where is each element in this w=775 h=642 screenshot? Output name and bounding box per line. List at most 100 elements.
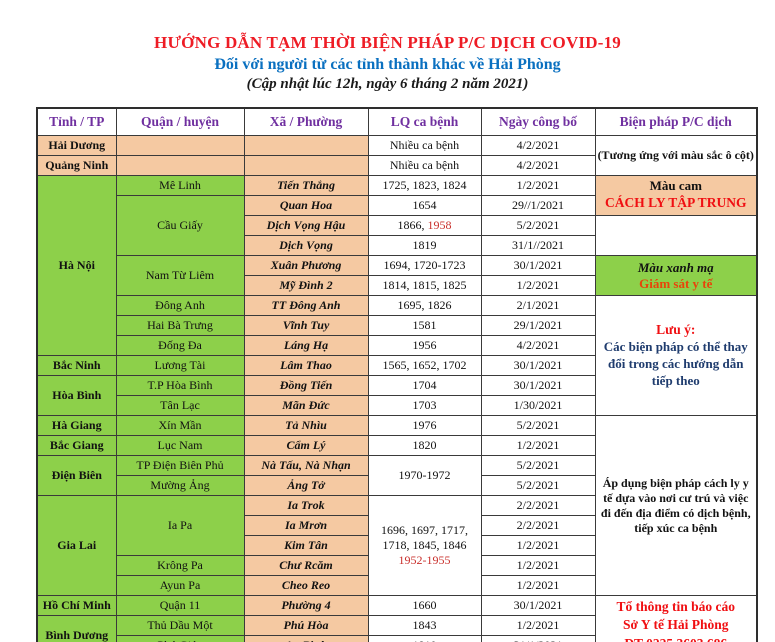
col-header-date: Ngày công bố xyxy=(480,107,596,136)
date-cell: 2/2/2021 xyxy=(480,515,596,536)
date-cell: 1/2/2021 xyxy=(480,555,596,576)
commune-cell: Chư Rcăm xyxy=(243,555,369,576)
cases-cell: 1819 xyxy=(367,235,482,256)
commune-cell-empty xyxy=(243,155,369,176)
date-cell: 4/2/2021 xyxy=(480,135,596,156)
district-cell: Tân Lạc xyxy=(115,395,245,416)
table-row: Mỹ Đình 2 1814, 1815, 1825 1/2/2021 xyxy=(37,275,757,296)
page-title: HƯỚNG DẪN TẠM THỜI BIỆN PHÁP P/C DỊCH CO… xyxy=(154,33,621,52)
cases-cell: 1866, 1958 xyxy=(367,215,482,236)
cases-cell: 1704 xyxy=(367,375,482,396)
commune-cell: Đồng Tiến xyxy=(243,375,369,396)
district-cell: Ia Pa xyxy=(115,495,245,556)
province-cell: Gia Lai xyxy=(36,495,117,596)
header-row: Tỉnh / TP Quận / huyện Xã / Phường LQ ca… xyxy=(36,107,758,136)
cases-cell: Nhiều ca bệnh xyxy=(367,155,482,176)
date-cell: 29//1/2021 xyxy=(480,195,596,216)
table-row: Hà Giang Xín Mần Tả Nhìu 1976 5/2/2021 Á… xyxy=(36,415,758,596)
commune-cell: Quan Hoa xyxy=(243,195,369,216)
measure-cell-green: Màu xanh mạ Giám sát y tế xyxy=(594,255,758,296)
commune-cell: Nà Tấu, Nà Nhạn xyxy=(243,455,369,476)
date-cell: 5/2/2021 xyxy=(480,475,596,496)
table-row: Hồ Chí Minh Quận 11 Phường 4 1660 30/1/2… xyxy=(36,595,758,642)
district-cell-empty xyxy=(115,135,245,156)
district-cell: Đống Đa xyxy=(115,335,245,356)
cases-cell: 1703 xyxy=(367,395,482,416)
cases-cell: 1810 xyxy=(367,635,482,642)
cases-cell: 1565, 1652, 1702 xyxy=(367,355,482,376)
date-cell: 2/1/2021 xyxy=(480,295,596,316)
province-cell: Hồ Chí Minh xyxy=(36,595,117,616)
table-row: Phú Giáo An Bình 1810 31/1/2021 xyxy=(37,635,757,642)
commune-cell: Mãn Đức xyxy=(243,395,369,416)
note-body: Các biện pháp có thể thay đổi trong các … xyxy=(603,339,748,389)
table-row: Kim Tân 1/2/2021 xyxy=(37,535,757,556)
date-cell: 1/2/2021 xyxy=(480,615,596,636)
district-cell: Krông Pa xyxy=(115,555,245,576)
date-cell: 30/1/2021 xyxy=(480,255,596,276)
col-header-cases: LQ ca bệnh xyxy=(367,107,482,136)
district-cell: Phú Giáo xyxy=(115,635,245,642)
cases-cell: 1725, 1823, 1824 xyxy=(367,175,482,196)
table-row: Đông Anh TT Đông Anh 1695, 1826 2/1/2021… xyxy=(37,295,758,416)
district-cell: Xín Mần xyxy=(115,415,245,436)
table-row: Nam Từ Liêm Xuân Phương 1694, 1720-1723 … xyxy=(37,255,758,296)
col-header-province: Tỉnh / TP xyxy=(36,107,117,136)
province-cell: Bình Dương xyxy=(36,615,117,642)
district-cell: Mường Ảng xyxy=(115,475,245,496)
col-header-district: Quận / huyện xyxy=(115,107,245,136)
cases-cell: 1814, 1815, 1825 xyxy=(367,275,482,296)
district-cell: TP Điện Biên Phủ xyxy=(115,455,245,476)
district-cell: Hai Bà Trưng xyxy=(115,315,245,336)
cases-black: 1696, 1697, 1717, 1718, 1845, 1846 xyxy=(381,523,468,552)
date-cell: 31/1/2021 xyxy=(480,635,596,642)
cases-cell: 1956 xyxy=(367,335,482,356)
table-row: Dịch Vọng 1819 31/1//2021 xyxy=(37,235,757,256)
col-header-measure: Biện pháp P/C dịch xyxy=(594,107,758,136)
note-title: Lưu ý: xyxy=(656,322,696,338)
date-cell: 5/2/2021 xyxy=(480,215,596,236)
date-cell: 30/1/2021 xyxy=(480,375,596,396)
province-cell: Hòa Bình xyxy=(36,375,117,416)
covid-guidance-table: Tỉnh / TP Quận / huyện Xã / Phường LQ ca… xyxy=(36,107,758,642)
district-cell: Lương Tài xyxy=(115,355,245,376)
district-cell: Ayun Pa xyxy=(115,575,245,596)
measure-cell-corresponding: (Tương ứng với màu sắc ô cột) xyxy=(594,135,758,176)
measure-cell-orange: Màu cam CÁCH LY TẬP TRUNG xyxy=(594,175,758,216)
update-timestamp: (Cập nhật lúc 12h, ngày 6 tháng 2 năm 20… xyxy=(246,76,529,92)
commune-cell: Lâm Thao xyxy=(243,355,369,376)
cases-cell: 1820 xyxy=(367,435,482,456)
date-cell: 31/1//2021 xyxy=(480,235,596,256)
table-row: Ayun Pa Cheo Reo 1/2/2021 xyxy=(37,575,757,596)
col-header-commune: Xã / Phường xyxy=(243,107,369,136)
commune-cell: Ia Mrơn xyxy=(243,515,369,536)
commune-cell: TT Đông Anh xyxy=(243,295,369,316)
title-block: HƯỚNG DẪN TẠM THỜI BIỆN PHÁP P/C DỊCH CO… xyxy=(0,0,775,93)
cases-cell: 1660 xyxy=(367,595,482,616)
cases-cell: Nhiều ca bệnh xyxy=(367,135,482,156)
commune-cell: Phường 4 xyxy=(243,595,369,616)
province-cell: Bắc Giang xyxy=(36,435,117,456)
commune-cell: Cẩm Lý xyxy=(243,435,369,456)
date-cell: 5/2/2021 xyxy=(480,455,596,476)
cases-cell: 1694, 1720-1723 xyxy=(367,255,482,276)
table-row: Dịch Vọng Hậu 1866, 1958 5/2/2021 xyxy=(37,215,758,256)
table-row: Krông Pa Chư Rcăm 1/2/2021 xyxy=(37,555,757,576)
cases-cell: 1843 xyxy=(367,615,482,636)
date-cell: 1/2/2021 xyxy=(480,175,596,196)
commune-cell: Ảng Tở xyxy=(243,475,369,496)
commune-cell: Ia Trok xyxy=(243,495,369,516)
date-cell: 30/1/2021 xyxy=(480,595,596,616)
measure-orange-action: CÁCH LY TẬP TRUNG xyxy=(605,195,747,211)
district-cell: Nam Từ Liêm xyxy=(115,255,245,296)
district-cell: T.P Hòa Bình xyxy=(115,375,245,396)
cases-cell: 1970-1972 xyxy=(367,455,482,496)
commune-cell: Phú Hòa xyxy=(243,615,369,636)
table-row: Điện Biên TP Điện Biên Phủ Nà Tấu, Nà Nh… xyxy=(36,455,757,496)
cases-cell: 1695, 1826 xyxy=(367,295,482,316)
commune-cell: Tiến Thắng xyxy=(243,175,369,196)
table-row: Đống Đa Láng Hạ 1956 4/2/2021 xyxy=(37,335,757,356)
commune-cell: Láng Hạ xyxy=(243,335,369,356)
date-cell: 30/1/2021 xyxy=(480,355,596,376)
province-cell: Bắc Ninh xyxy=(36,355,117,376)
